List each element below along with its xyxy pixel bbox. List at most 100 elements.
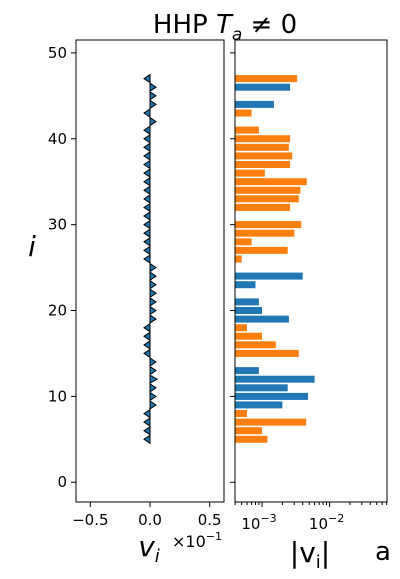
y-axis-label: i: [28, 230, 36, 263]
magnitude-bar: [235, 255, 242, 263]
velocity-arrow: [149, 314, 157, 325]
magnitude-bar: [235, 143, 289, 151]
magnitude-bar: [235, 272, 303, 280]
bar-x-axis: 10−3 10−2: [234, 502, 388, 533]
magnitude-bar: [235, 418, 307, 426]
magnitude-bar: [235, 135, 291, 143]
velocity-arrow: [149, 82, 157, 93]
y-tick-label: 0: [57, 473, 67, 491]
magnitude-bar: [235, 435, 268, 443]
velocity-arrow: [143, 142, 151, 153]
velocity-arrow: [143, 176, 151, 187]
velocity-arrow: [143, 245, 151, 256]
quiver-x-label-sub: i: [155, 546, 160, 567]
velocity-arrow: [143, 236, 151, 247]
magnitude-bar: [235, 341, 276, 349]
magnitude-bar: [235, 83, 291, 91]
quiver-x-label-var: v: [138, 530, 155, 563]
y-tick-label: 30: [48, 216, 67, 234]
magnitude-bar: [235, 195, 299, 203]
quiver-x-axis-label: vi: [138, 530, 160, 567]
magnitude-bar: [235, 186, 301, 194]
title-subscript: a: [232, 25, 242, 45]
velocity-arrow: [149, 271, 157, 282]
magnitude-bar: [235, 349, 299, 357]
velocity-arrow: [149, 365, 157, 376]
bar-x-tick-label: 10−2: [309, 512, 344, 533]
magnitude-bar: [235, 281, 256, 289]
title-prefix: HHP: [153, 10, 216, 40]
velocity-arrow: [149, 357, 157, 367]
magnitude-bar: [235, 332, 262, 340]
velocity-arrow: [143, 228, 151, 239]
velocity-arrow: [143, 408, 151, 419]
velocity-arrow: [143, 185, 151, 196]
velocity-arrow: [143, 254, 151, 264]
bar-x-axis-label: |vi|: [290, 536, 330, 573]
magnitude-bar: [235, 324, 247, 332]
velocity-arrow: [149, 288, 157, 299]
velocity-arrow: [143, 150, 151, 161]
title-variable: T: [216, 10, 234, 40]
velocity-arrow: [149, 305, 157, 316]
velocity-arrow: [149, 116, 157, 127]
velocity-arrow: [143, 339, 151, 350]
velocity-arrow: [143, 133, 151, 144]
magnitude-bar: [235, 229, 295, 237]
magnitude-bar: [235, 161, 291, 168]
magnitude-bar: [235, 401, 283, 409]
magnitude-bar: [235, 427, 262, 435]
chart-title: HHP Ta ≠ 0: [153, 10, 297, 45]
magnitude-bar: [235, 367, 259, 375]
velocity-arrow: [149, 391, 157, 402]
magnitude-bar: [235, 384, 288, 392]
magnitude-bar: [235, 375, 315, 383]
velocity-arrow: [149, 99, 157, 110]
velocity-arrow: [143, 125, 151, 136]
velocity-arrow: [143, 159, 151, 170]
velocity-arrow: [149, 90, 157, 101]
y-tick-label: 40: [48, 130, 67, 148]
quiver-x-axis: −0.5 0.0 0.5: [72, 502, 222, 529]
velocity-arrow: [143, 219, 151, 230]
magnitude-bar: [235, 298, 259, 306]
magnitude-bar: [235, 246, 288, 254]
magnitude-bar: [235, 169, 265, 177]
quiver-x-tick-label: 0.0: [138, 511, 162, 529]
velocity-arrow: [149, 279, 157, 290]
bar-x-label-close: |: [321, 536, 330, 569]
quiver-x-multiplier: ×10−1: [172, 530, 222, 551]
velocity-arrow: [143, 417, 151, 428]
velocity-arrow: [149, 382, 157, 393]
magnitude-bar: [235, 410, 247, 417]
magnitude-bar: [235, 392, 308, 400]
velocity-arrow: [149, 374, 159, 385]
y-axis: 0 10 20 30 40 50: [48, 44, 235, 491]
velocity-arrow: [143, 73, 151, 84]
quiver-x-tick-label: −0.5: [72, 511, 108, 529]
bar-panel-frame: [234, 39, 388, 503]
y-tick-label: 10: [48, 387, 67, 405]
magnitude-bar: [235, 307, 262, 314]
velocity-arrow: [143, 108, 151, 118]
velocity-arrow: [143, 434, 151, 445]
velocity-arrow: [143, 322, 151, 333]
multiplier-exponent: −1: [206, 530, 222, 543]
velocity-arrow: [143, 168, 151, 179]
magnitude-bar: [235, 109, 252, 117]
velocity-arrow: [143, 211, 151, 221]
velocity-arrow: [149, 400, 157, 410]
velocity-arrow: [149, 262, 157, 273]
velocity-arrow: [149, 296, 157, 307]
velocity-arrow: [143, 193, 151, 204]
bar-x-label-main: |v: [290, 536, 316, 569]
magnitude-bar: [235, 152, 293, 160]
magnitude-bar: [235, 126, 259, 134]
magnitude-bar: [235, 75, 298, 83]
y-tick-label: 50: [48, 44, 67, 62]
velocity-arrow: [143, 202, 151, 213]
magnitude-bar: [235, 178, 307, 186]
bar-panel: 10−3 10−2 |vi|: [234, 39, 388, 573]
magnitude-bar: [235, 100, 274, 108]
